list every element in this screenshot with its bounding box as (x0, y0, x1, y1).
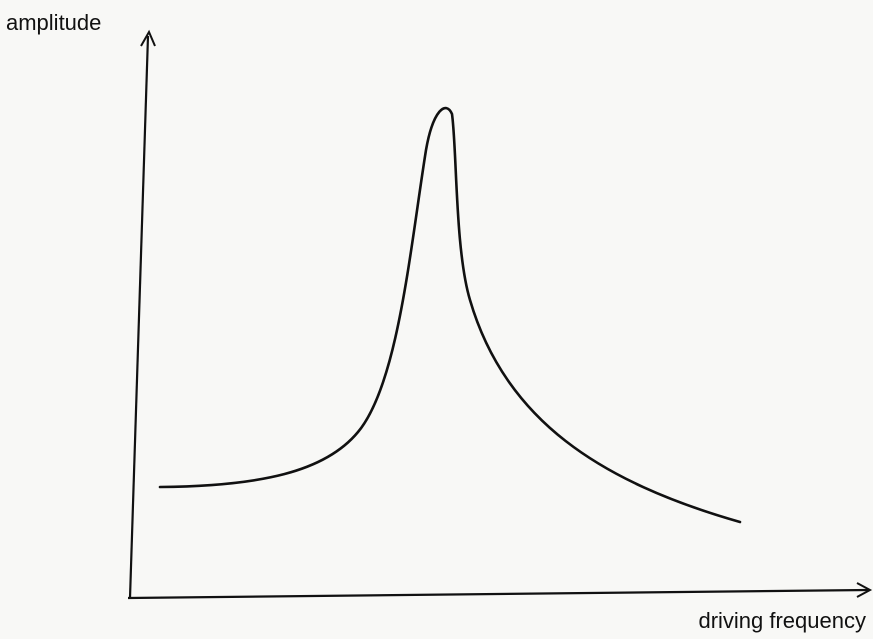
x-axis-label: driving frequency (698, 608, 866, 633)
y-axis-arrow (140, 29, 156, 47)
resonance-curve (158, 106, 742, 524)
x-axis-arrow (856, 582, 873, 598)
x-axis (127, 588, 869, 600)
y-axis (128, 35, 150, 599)
y-axis-label: amplitude (6, 10, 101, 35)
